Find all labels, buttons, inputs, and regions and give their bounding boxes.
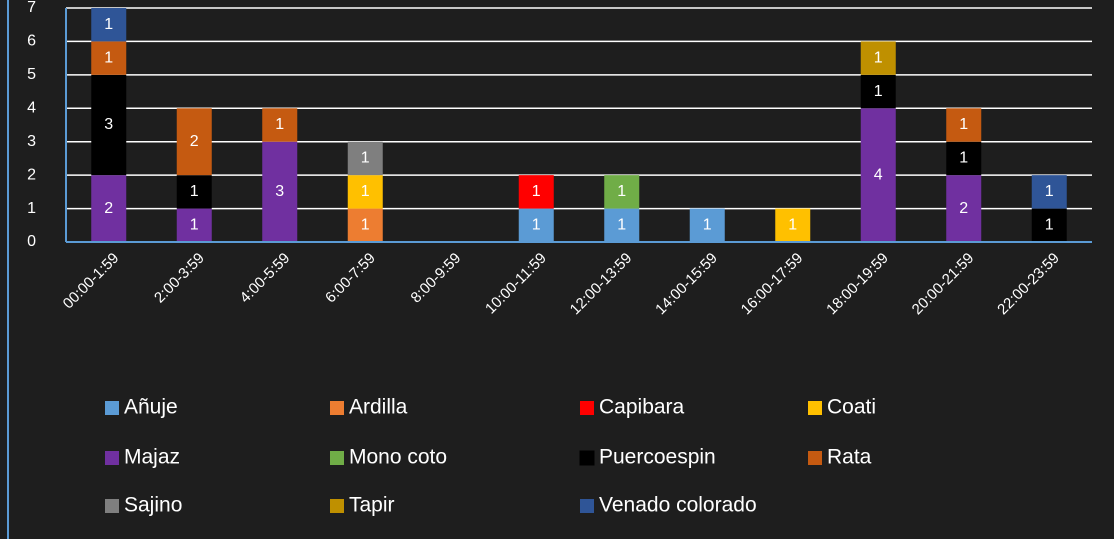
bar-segment bbox=[604, 208, 640, 242]
bar-segment bbox=[91, 175, 127, 242]
y-tick-label: 4 bbox=[27, 100, 36, 117]
data-label: 3 bbox=[104, 116, 113, 133]
legend-label: Venado colorado bbox=[599, 494, 757, 517]
data-label: 1 bbox=[532, 217, 541, 234]
bar-segment bbox=[91, 74, 127, 176]
legend-label: Mono coto bbox=[349, 446, 447, 469]
data-label: 1 bbox=[275, 116, 284, 133]
data-label: 1 bbox=[617, 217, 626, 234]
legend-swatch bbox=[808, 401, 822, 415]
data-label: 1 bbox=[959, 116, 968, 133]
data-label: 1 bbox=[874, 83, 883, 100]
data-label: 1 bbox=[361, 183, 370, 200]
bar-segment bbox=[518, 175, 554, 209]
bar-segment bbox=[860, 108, 896, 243]
bar-segment bbox=[518, 208, 554, 242]
legend-swatch bbox=[105, 401, 119, 415]
legend-label: Coati bbox=[827, 396, 876, 419]
data-label: 4 bbox=[874, 166, 883, 183]
data-label: 1 bbox=[104, 49, 113, 66]
y-tick-label: 6 bbox=[27, 33, 36, 50]
data-label: 1 bbox=[959, 150, 968, 167]
data-label: 1 bbox=[1045, 183, 1054, 200]
bar-segment bbox=[347, 141, 383, 176]
bar-segment bbox=[1031, 208, 1067, 242]
legend-swatch bbox=[330, 451, 344, 465]
data-label: 1 bbox=[617, 183, 626, 200]
bar-segment bbox=[604, 175, 640, 209]
legend-swatch bbox=[579, 450, 595, 466]
legend-swatch bbox=[808, 451, 822, 465]
bar-segment bbox=[176, 208, 212, 242]
data-label: 3 bbox=[275, 183, 284, 200]
legend-label: Capibara bbox=[599, 396, 685, 419]
data-label: 1 bbox=[703, 217, 712, 234]
y-tick-label: 2 bbox=[27, 166, 36, 183]
legend-label: Majaz bbox=[124, 446, 180, 469]
bar-segment bbox=[176, 108, 212, 176]
legend-label: Sajino bbox=[124, 494, 182, 517]
y-tick-label: 5 bbox=[27, 66, 36, 83]
data-label: 1 bbox=[190, 183, 199, 200]
legend-swatch bbox=[330, 499, 344, 513]
data-label: 1 bbox=[1045, 217, 1054, 234]
data-label: 1 bbox=[532, 183, 541, 200]
data-label: 2 bbox=[104, 200, 113, 217]
y-tick-label: 1 bbox=[27, 200, 36, 217]
data-label: 1 bbox=[190, 217, 199, 234]
bar-segment bbox=[176, 175, 212, 209]
legend-swatch bbox=[580, 401, 594, 415]
bar-segment bbox=[946, 175, 982, 242]
legend-label: Ardilla bbox=[349, 396, 408, 419]
legend-label: Tapir bbox=[349, 494, 395, 517]
legend-label: Rata bbox=[827, 446, 872, 469]
bar-segment bbox=[946, 141, 982, 176]
data-label: 1 bbox=[361, 217, 370, 234]
bar-segment bbox=[262, 141, 298, 242]
bar-segment bbox=[347, 208, 383, 242]
bar-segment bbox=[946, 108, 982, 142]
bar-segment bbox=[91, 41, 127, 75]
bar-segment bbox=[860, 74, 896, 109]
y-tick-label: 7 bbox=[27, 0, 36, 16]
data-label: 1 bbox=[788, 217, 797, 234]
legend-swatch bbox=[330, 401, 344, 415]
data-label: 1 bbox=[104, 16, 113, 33]
legend-swatch bbox=[105, 499, 119, 513]
legend-label: Puercoespin bbox=[599, 446, 716, 469]
data-label: 1 bbox=[874, 49, 883, 66]
y-tick-label: 0 bbox=[27, 233, 36, 250]
data-label: 2 bbox=[190, 133, 199, 150]
bar-segment bbox=[689, 208, 725, 242]
y-tick-label: 3 bbox=[27, 133, 36, 150]
bar-segment bbox=[860, 41, 896, 75]
legend-swatch bbox=[105, 451, 119, 465]
bar-segment bbox=[262, 108, 298, 142]
data-label: 1 bbox=[361, 150, 370, 167]
bar-segment bbox=[1031, 175, 1067, 209]
bar-segment bbox=[347, 175, 383, 209]
legend-label: Añuje bbox=[124, 396, 178, 419]
data-label: 2 bbox=[959, 200, 968, 217]
bar-segment bbox=[91, 8, 127, 42]
bar-segment bbox=[775, 208, 811, 242]
legend-swatch bbox=[580, 499, 594, 513]
